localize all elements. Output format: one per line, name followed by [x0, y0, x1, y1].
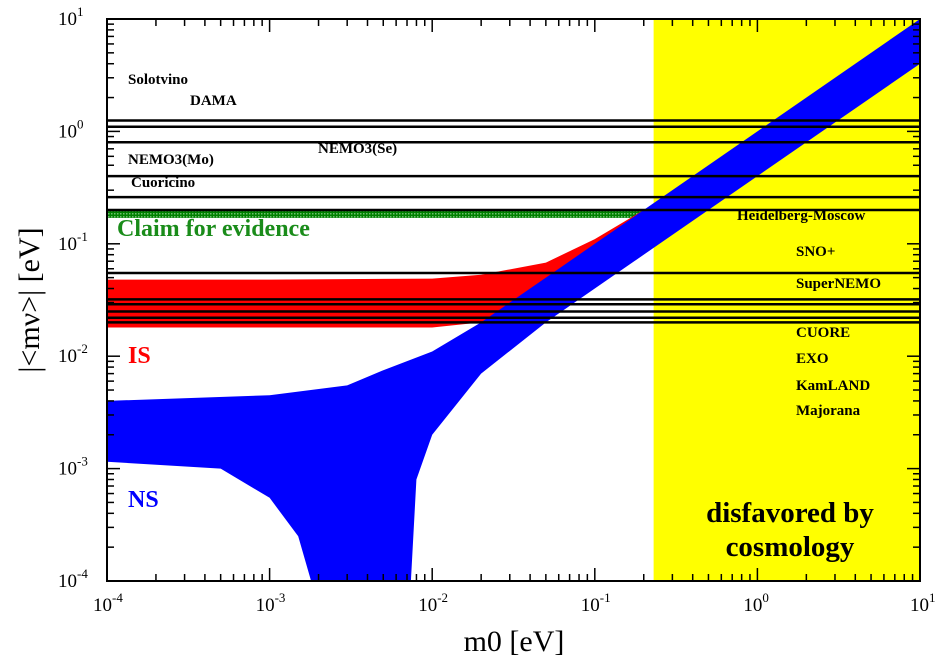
experiment-label-sno-plus: SNO+	[796, 244, 835, 260]
experiment-label-nemo3-se: NEMO3(Se)	[318, 141, 397, 157]
experiment-label-solotvino: Solotvino	[128, 72, 188, 88]
cosmology-label-line2: cosmology	[726, 531, 855, 563]
cosmology-label-line1: disfavored by	[706, 497, 874, 529]
ns-band-label: NS	[128, 487, 159, 513]
x-axis-title: m0 [eV]	[464, 625, 565, 658]
experiment-label-cuoricino: Cuoricino	[131, 175, 195, 191]
experiment-label-dama: DAMA	[190, 93, 237, 109]
experiment-label-exo: EXO	[796, 351, 829, 367]
y-axis-title: |<mν>| [eV]	[13, 227, 46, 372]
experiment-label-heidelberg-moscow: Heidelberg-Moscow	[737, 208, 865, 224]
experiment-label-kamland: KamLAND	[796, 378, 870, 394]
experiment-label-cuore: CUORE	[796, 325, 850, 341]
experiment-label-majorana: Majorana	[796, 403, 861, 419]
is-band-label: IS	[128, 343, 151, 369]
evidence-claim-label: Claim for evidence	[117, 216, 310, 242]
experiment-label-supernemo: SuperNEMO	[796, 276, 881, 292]
experiment-label-nemo3-mo: NEMO3(Mo)	[128, 152, 214, 168]
